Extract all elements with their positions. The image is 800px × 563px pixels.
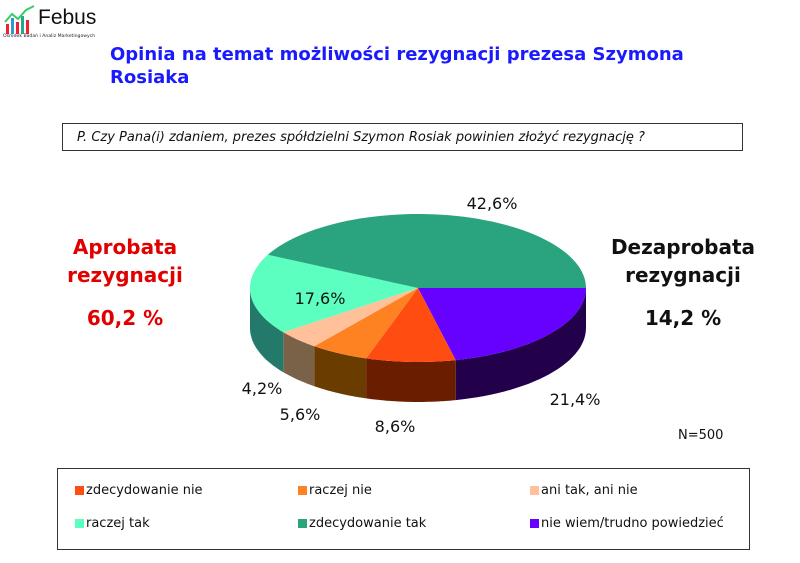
approval-value: 60,2 % xyxy=(86,306,164,330)
data-label: 4,2% xyxy=(242,379,283,398)
legend-swatch xyxy=(75,519,84,528)
data-label: 17,6% xyxy=(295,289,346,308)
legend-label: raczej tak xyxy=(86,516,150,531)
legend-item: nie wiem/trudno powiedzieć xyxy=(530,516,724,531)
febus-logo xyxy=(4,5,35,34)
logo-name: Febus xyxy=(38,6,97,29)
pie-slice-ani-tak-ani-nie xyxy=(283,288,418,347)
legend-label: raczej nie xyxy=(309,483,372,498)
legend-item: raczej tak xyxy=(75,516,150,531)
legend-swatch xyxy=(298,486,307,495)
pie-side-2 xyxy=(314,346,367,399)
pie-slice-raczej-nie xyxy=(314,288,418,359)
legend-label: nie wiem/trudno powiedzieć xyxy=(541,516,724,531)
data-label: 8,6% xyxy=(375,417,416,436)
sample-size: N=500 xyxy=(678,428,724,443)
legend-swatch xyxy=(530,486,539,495)
legend-label: ani tak, ani nie xyxy=(541,483,638,498)
disapproval-label-2: rezygnacji xyxy=(625,263,741,287)
question-box: P. Czy Pana(i) zdaniem, prezes spółdziel… xyxy=(62,123,743,151)
disapproval-label-1: Dezaprobata xyxy=(610,235,756,259)
pie-slice-zdecydowanie-nie xyxy=(366,288,456,362)
legend: zdecydowanie nie raczej nie ani tak, ani n… xyxy=(57,468,750,550)
disapproval-summary: Dezaprobata rezygnacji 14,2 % xyxy=(598,233,768,332)
legend-label: zdecydowanie tak xyxy=(309,516,427,531)
data-label: 42,6% xyxy=(467,194,518,213)
legend-item: ani tak, ani nie xyxy=(530,483,638,498)
pie-side-4 xyxy=(250,288,284,373)
legend-item: zdecydowanie nie xyxy=(75,483,203,498)
pie-slice-zdecydowanie-tak xyxy=(267,214,586,288)
legend-swatch xyxy=(530,519,539,528)
legend-swatch xyxy=(298,519,307,528)
legend-swatch xyxy=(75,486,84,495)
pie-side-0 xyxy=(455,288,586,401)
pie-side-1 xyxy=(366,358,456,402)
data-label: 5,6% xyxy=(280,405,321,424)
page-title: Opinia na temat możliwości rezygnacji pr… xyxy=(110,44,684,88)
logo-subtitle: Ośrodek Badań i Analiz Marketingowych xyxy=(3,34,96,39)
approval-label-1: Aprobata xyxy=(72,235,178,259)
approval-summary: Aprobata rezygnacji 60,2 % xyxy=(40,233,210,332)
data-label: 21,4% xyxy=(550,390,601,409)
legend-label: zdecydowanie nie xyxy=(86,483,203,498)
pie-slice-raczej-tak xyxy=(250,254,418,333)
disapproval-value: 14,2 % xyxy=(644,306,722,330)
pie-side-3 xyxy=(283,332,315,387)
approval-label-2: rezygnacji xyxy=(67,263,183,287)
legend-item: raczej nie xyxy=(298,483,372,498)
legend-item: zdecydowanie tak xyxy=(298,516,426,531)
pie-slice-nie-wiem-trudno-powiedzie- xyxy=(418,288,586,361)
